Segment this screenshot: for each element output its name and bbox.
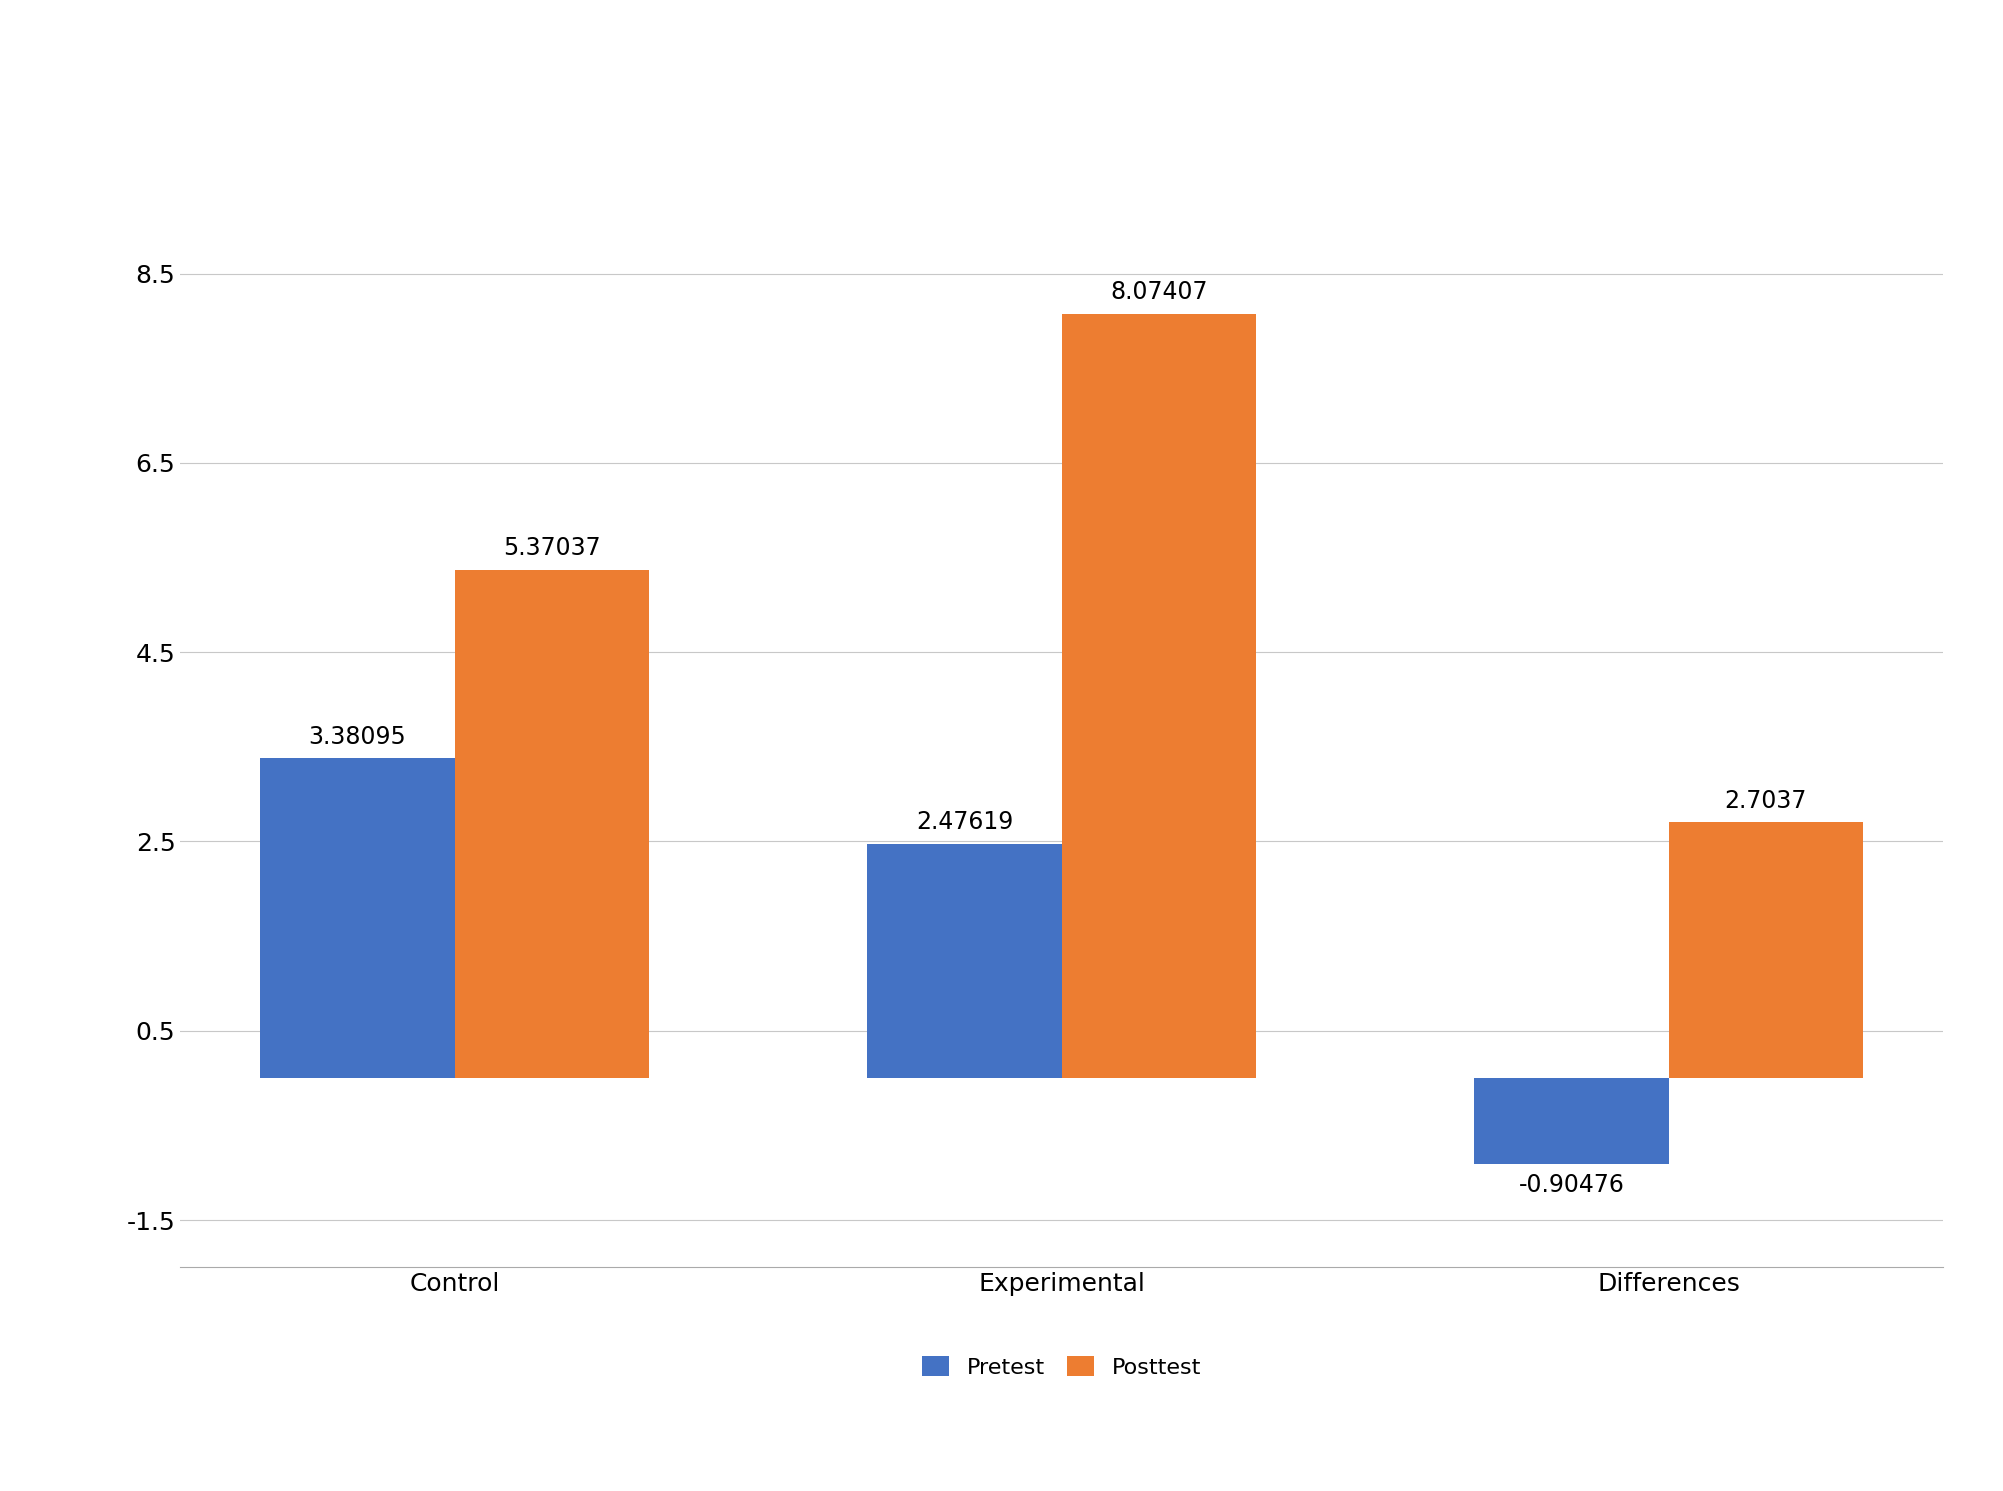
Bar: [455, 570, 649, 1078]
Text: 3.38095: 3.38095: [308, 725, 407, 748]
Bar: [867, 844, 1062, 1078]
Legend: Pretest, Posttest: Pretest, Posttest: [913, 1348, 1210, 1387]
Bar: [1474, 1078, 1668, 1163]
Bar: [1062, 315, 1256, 1078]
Bar: [1668, 822, 1863, 1078]
Text: -0.90476: -0.90476: [1518, 1173, 1624, 1197]
Text: 8.07407: 8.07407: [1110, 280, 1208, 304]
Text: 2.47619: 2.47619: [915, 810, 1014, 835]
Text: 5.37037: 5.37037: [503, 537, 601, 561]
Bar: [260, 757, 455, 1078]
Text: 2.7037: 2.7037: [1725, 789, 1807, 813]
